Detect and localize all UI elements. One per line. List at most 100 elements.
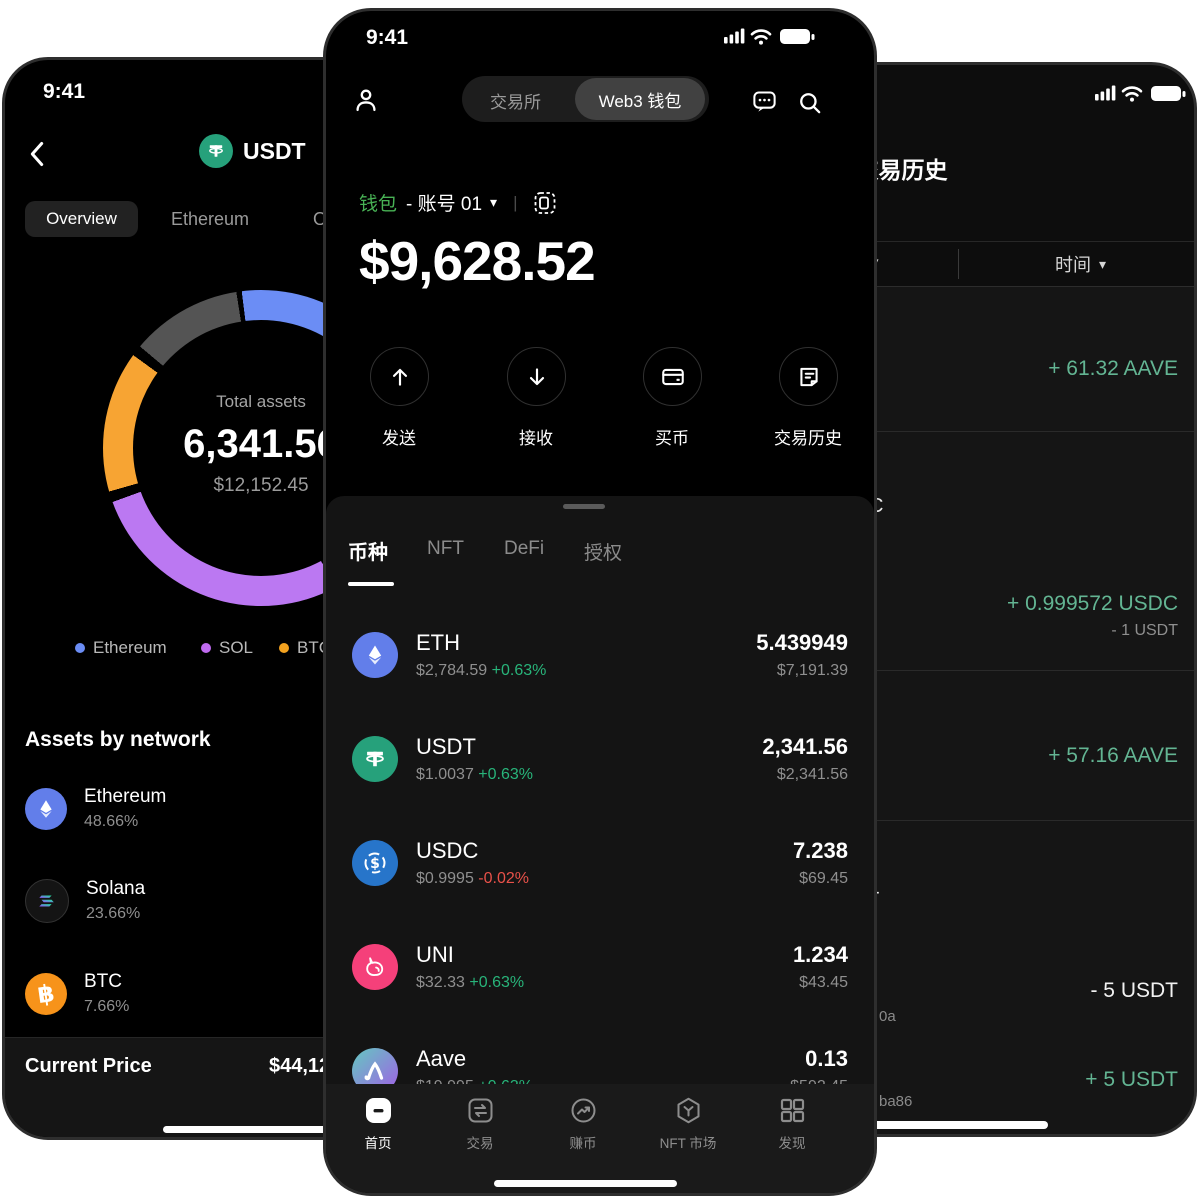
network-row-btc[interactable]: ฿ BTC 7.66% bbox=[25, 971, 129, 1016]
token-amount: 7.238 bbox=[792, 838, 848, 863]
network-row-solana[interactable]: Solana 23.66% bbox=[25, 878, 145, 923]
home-indicator[interactable] bbox=[853, 1121, 1048, 1129]
token-usd-value: $69.45 bbox=[799, 870, 848, 887]
tab-overview[interactable]: Overview bbox=[25, 201, 138, 237]
tx-amount[interactable]: + 61.32 AAVE bbox=[1048, 357, 1178, 380]
token-symbol: Aave bbox=[416, 1046, 467, 1071]
segment-web3-wallet[interactable]: Web3 钱包 bbox=[575, 78, 705, 120]
legend-item-ethereum: Ethereum bbox=[75, 638, 167, 658]
tx-sub-amount: - 1 USDT bbox=[1111, 622, 1178, 639]
tx-amount[interactable]: + 57.16 AAVE bbox=[1048, 744, 1178, 767]
wifi-icon bbox=[750, 29, 772, 40]
tab-coins[interactable]: 币种 bbox=[348, 542, 388, 564]
tx-amount[interactable]: + 5 USDT bbox=[1085, 1068, 1178, 1091]
account-label: - 账号 01 bbox=[406, 194, 483, 215]
active-tab-underline bbox=[348, 582, 394, 586]
segmented-control: 交易所 Web3 钱包 bbox=[462, 76, 709, 122]
nav-label: NFT 市场 bbox=[659, 1136, 717, 1151]
status-icons bbox=[724, 26, 816, 48]
back-icon[interactable] bbox=[25, 140, 49, 168]
time-filter[interactable]: 时间 ▾ bbox=[1055, 251, 1106, 277]
token-price: $1.0037 bbox=[416, 766, 474, 783]
history-label: 交易历史 bbox=[774, 429, 842, 448]
nav-label: 发现 bbox=[778, 1136, 806, 1151]
time-filter-label: 时间 bbox=[1055, 255, 1091, 275]
tx-amount[interactable]: - 5 USDT bbox=[1090, 979, 1178, 1002]
usdc-icon: $ bbox=[352, 840, 398, 886]
tab-defi[interactable]: DeFi bbox=[504, 538, 545, 559]
home-indicator[interactable] bbox=[163, 1126, 443, 1133]
token-price: $32.33 bbox=[416, 974, 465, 991]
token-price: $0.9995 bbox=[416, 870, 474, 887]
discover-grid-icon bbox=[780, 1098, 804, 1123]
home-icon bbox=[365, 1098, 391, 1123]
nav-discover[interactable]: 发现 bbox=[744, 1096, 840, 1152]
send-button[interactable] bbox=[370, 347, 429, 406]
trade-icon bbox=[468, 1098, 492, 1123]
legend-dot-sol bbox=[201, 643, 211, 653]
search-icon[interactable] bbox=[797, 90, 823, 116]
eth-icon bbox=[25, 787, 67, 830]
battery-icon bbox=[1151, 86, 1186, 101]
segment-exchange[interactable]: 交易所 bbox=[490, 93, 541, 112]
token-row-usdc[interactable]: $ USDC $0.9995 -0.02% 7.238 $69.45 bbox=[326, 811, 874, 915]
donut-center-usd: $12,152.45 bbox=[213, 475, 309, 496]
token-row-eth[interactable]: ETH $2,784.59 +0.63% 5.439949 $7,191.39 bbox=[326, 603, 874, 707]
profile-icon[interactable] bbox=[352, 86, 380, 114]
btc-icon: ฿ bbox=[25, 972, 67, 1015]
tab-ethereum[interactable]: Ethereum bbox=[171, 209, 250, 229]
tx-hash-partial: 0a bbox=[879, 1008, 896, 1025]
send-label: 发送 bbox=[382, 429, 416, 448]
tx-amount[interactable]: + 0.999572 USDC bbox=[1006, 592, 1178, 615]
donut-center-label: Total assets bbox=[216, 392, 306, 411]
tab-approvals[interactable]: 授权 bbox=[584, 543, 623, 564]
asset-sheet: 币种 NFT DeFi 授权 ETH $2,784.59 +0.63% 5.43… bbox=[326, 496, 874, 1193]
token-usd-value: $2,341.56 bbox=[776, 766, 848, 783]
asset-donut-chart: Total assets 6,341.56 $12,152.45 bbox=[103, 290, 419, 606]
total-balance: $9,628.52 bbox=[359, 230, 596, 292]
bottom-nav: 首页 交易 赚币 NFT 市场 发现 bbox=[326, 1084, 874, 1193]
earn-icon bbox=[571, 1098, 595, 1123]
donut-center-value: 6,341.56 bbox=[183, 422, 339, 466]
status-time: 9:41 bbox=[366, 26, 409, 49]
nav-trade[interactable]: 交易 bbox=[432, 1096, 528, 1152]
signal-icon bbox=[724, 28, 745, 44]
drag-handle[interactable] bbox=[563, 504, 605, 509]
legend-item-btc: BTC bbox=[279, 638, 331, 658]
account-row[interactable]: 钱包 - 账号 01 ▾ | bbox=[359, 189, 556, 216]
status-time: 9:41 bbox=[43, 80, 86, 103]
page-title: USDT bbox=[243, 138, 306, 164]
scan-icon[interactable] bbox=[534, 191, 556, 215]
network-name: BTC bbox=[84, 971, 122, 992]
token-symbol: UNI bbox=[416, 942, 454, 967]
token-row-usdt[interactable]: USDT $1.0037 +0.63% 2,341.56 $2,341.56 bbox=[326, 707, 874, 811]
receive-button[interactable] bbox=[507, 347, 566, 406]
nav-home[interactable]: 首页 bbox=[330, 1096, 426, 1152]
buy-crypto-button[interactable] bbox=[643, 347, 702, 406]
history-button[interactable] bbox=[779, 347, 838, 406]
current-price-value: $44,12 bbox=[269, 1055, 331, 1077]
nav-label: 赚币 bbox=[569, 1136, 597, 1151]
token-row-uni[interactable]: UNI $32.33 +0.63% 1.234 $43.45 bbox=[326, 915, 874, 1019]
chat-icon[interactable] bbox=[751, 88, 778, 115]
legend-label: BTC bbox=[297, 638, 331, 657]
nav-nft-market[interactable]: NFT 市场 bbox=[640, 1096, 736, 1152]
token-change: +0.63% bbox=[491, 662, 547, 679]
signal-icon bbox=[1095, 85, 1116, 101]
account-separator: | bbox=[513, 192, 518, 212]
sol-icon bbox=[25, 878, 69, 923]
nav-earn[interactable]: 赚币 bbox=[535, 1096, 631, 1152]
home-indicator[interactable] bbox=[494, 1180, 677, 1187]
network-name: Ethereum bbox=[84, 786, 167, 807]
legend-dot-ethereum bbox=[75, 643, 85, 653]
token-amount: 0.13 bbox=[805, 1046, 848, 1071]
svg-text:฿: ฿ bbox=[36, 978, 56, 1008]
network-row-ethereum[interactable]: Ethereum 48.66% bbox=[25, 786, 166, 831]
tab-nft[interactable]: NFT bbox=[427, 538, 464, 559]
tab-overview-label: Overview bbox=[46, 209, 117, 228]
network-name: Solana bbox=[86, 878, 146, 899]
token-change: +0.63% bbox=[469, 974, 525, 991]
token-change: -0.02% bbox=[478, 870, 529, 887]
document-icon bbox=[799, 367, 818, 386]
usdt-icon bbox=[352, 736, 398, 782]
